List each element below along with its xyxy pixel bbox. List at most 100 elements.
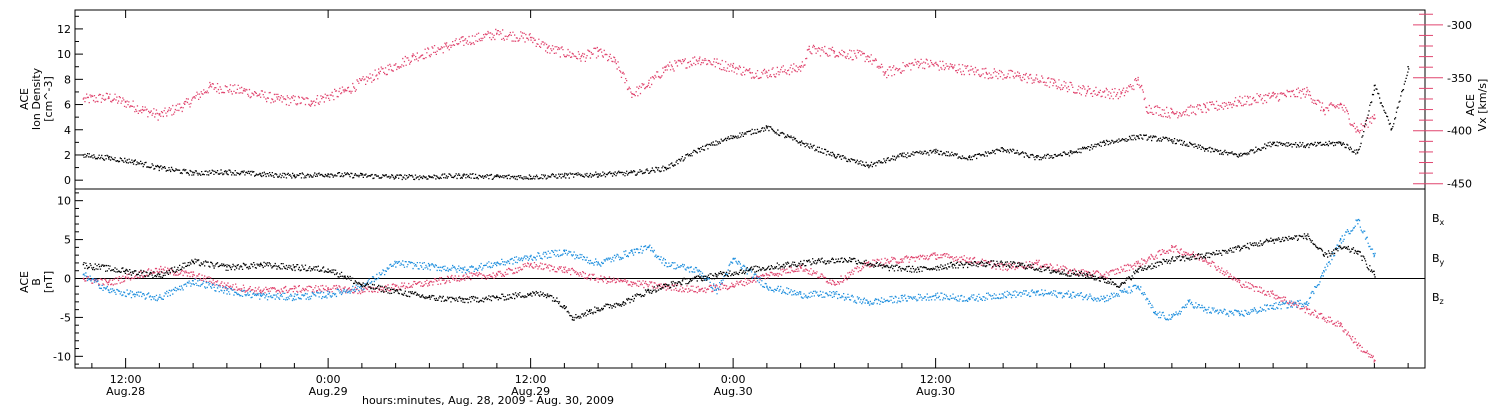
by-point-13 bbox=[496, 262, 498, 264]
by-point-15 bbox=[563, 250, 566, 252]
legend-bx-base: B bbox=[1432, 212, 1440, 225]
vx-point-41 bbox=[1145, 106, 1148, 109]
density-point-7 bbox=[293, 174, 296, 176]
bz-point-32 bbox=[1137, 262, 1139, 264]
bx-point-23 bbox=[715, 273, 717, 276]
density-ytick-label-1: 2 bbox=[64, 149, 71, 162]
vx-ytick-label-0: -300 bbox=[1447, 19, 1472, 32]
vx-point-10 bbox=[344, 89, 346, 92]
density-point-32 bbox=[1137, 135, 1139, 137]
density-point-22 bbox=[799, 141, 802, 144]
density-point-13 bbox=[496, 175, 498, 178]
bx-point-34 bbox=[1086, 273, 1089, 276]
bx-point-21 bbox=[648, 289, 650, 291]
bx-point-20 bbox=[622, 301, 625, 303]
vx-point-29 bbox=[808, 48, 810, 50]
density-point-27 bbox=[968, 156, 971, 159]
by-point-31 bbox=[1036, 291, 1038, 294]
bx-point-0 bbox=[82, 263, 85, 266]
vx-point-23 bbox=[664, 66, 667, 68]
density-point-16 bbox=[597, 173, 599, 175]
density-ytick-label-3: 6 bbox=[64, 99, 71, 112]
by-point-39 bbox=[1238, 312, 1241, 315]
bx-point-22 bbox=[681, 280, 684, 282]
bx-point-35 bbox=[1120, 284, 1122, 286]
density-axis-title-line-2: [cm^-3] bbox=[42, 76, 55, 122]
bx-point-25 bbox=[783, 263, 785, 266]
density-point-42 bbox=[1407, 66, 1409, 68]
bx-point-45 bbox=[1373, 273, 1376, 276]
density-point-24 bbox=[867, 164, 869, 166]
bx-point-13 bbox=[496, 296, 498, 298]
bx-point-44 bbox=[1356, 250, 1359, 252]
vx-point-12 bbox=[411, 55, 414, 58]
vx-point-15 bbox=[496, 32, 498, 34]
vx-point-21 bbox=[631, 93, 633, 95]
vx-point-30 bbox=[833, 50, 836, 52]
vx-point-37 bbox=[1053, 82, 1055, 84]
bz-point-38 bbox=[1323, 316, 1325, 319]
bz-point-12 bbox=[462, 275, 464, 277]
bz-point-27 bbox=[968, 258, 971, 260]
bx-point-43 bbox=[1339, 246, 1342, 249]
by-point-41 bbox=[1306, 301, 1308, 303]
legend-bx: Bx bbox=[1432, 212, 1445, 227]
density-point-39 bbox=[1356, 151, 1359, 154]
bx-point-18 bbox=[589, 310, 591, 312]
vx-point-31 bbox=[867, 55, 869, 58]
xtick-time-3: 0:00 bbox=[721, 373, 746, 386]
vx-point-47 bbox=[1323, 108, 1325, 111]
vx-point-24 bbox=[698, 58, 701, 60]
density-point-4 bbox=[192, 171, 194, 174]
bx-point-27 bbox=[850, 258, 852, 260]
bz-point-21 bbox=[766, 273, 768, 276]
by-point-8 bbox=[327, 293, 329, 295]
bz-point-28 bbox=[1002, 266, 1004, 268]
by-point-32 bbox=[1069, 293, 1072, 295]
bx-point-32 bbox=[1019, 263, 1021, 266]
bx-point-29 bbox=[918, 268, 920, 270]
vx-point-14 bbox=[462, 40, 464, 42]
density-ytick-label-0: 0 bbox=[64, 174, 71, 187]
bx-point-9 bbox=[361, 284, 363, 286]
bz-point-40 bbox=[1356, 344, 1359, 346]
by-point-2 bbox=[133, 293, 135, 295]
vx-ytick-label-3: -450 bbox=[1447, 178, 1472, 191]
legend-bz-subscript: z bbox=[1440, 297, 1444, 306]
vx-point-43 bbox=[1204, 106, 1207, 109]
vx-point-38 bbox=[1086, 89, 1089, 92]
b-axis-title-line-1: B bbox=[30, 278, 43, 286]
by-point-6 bbox=[259, 294, 262, 297]
bx-point-3 bbox=[192, 260, 194, 263]
vx-point-4 bbox=[158, 114, 161, 116]
vx-point-27 bbox=[766, 71, 768, 74]
vx-point-25 bbox=[732, 66, 734, 68]
vx-point-9 bbox=[310, 100, 312, 102]
bz-point-19 bbox=[698, 288, 701, 291]
vx-point-40 bbox=[1137, 79, 1139, 81]
by-point-45 bbox=[1373, 254, 1376, 256]
vx-point-3 bbox=[141, 108, 144, 111]
density-ytick-label-4: 8 bbox=[64, 73, 71, 86]
by-point-16 bbox=[597, 262, 599, 264]
bx-point-11 bbox=[428, 296, 431, 298]
vx-point-50 bbox=[1373, 114, 1376, 116]
density-point-5 bbox=[226, 170, 228, 173]
by-point-23 bbox=[766, 285, 768, 287]
density-point-40 bbox=[1373, 84, 1376, 87]
vx-point-48 bbox=[1339, 103, 1342, 105]
vx-point-44 bbox=[1238, 100, 1241, 102]
bz-point-24 bbox=[867, 262, 869, 264]
b-ytick-label-0: 10 bbox=[57, 195, 71, 208]
by-point-33 bbox=[1103, 297, 1106, 299]
bz-point-37 bbox=[1306, 308, 1308, 311]
by-point-43 bbox=[1339, 238, 1342, 241]
bz-point-33 bbox=[1171, 246, 1173, 249]
by-point-38 bbox=[1204, 308, 1207, 311]
bx-point-15 bbox=[546, 293, 549, 295]
vx-axis-title-line-1: Vx [km/s] bbox=[1476, 79, 1489, 132]
vx-point-45 bbox=[1272, 95, 1274, 97]
vx-point-33 bbox=[918, 61, 920, 63]
